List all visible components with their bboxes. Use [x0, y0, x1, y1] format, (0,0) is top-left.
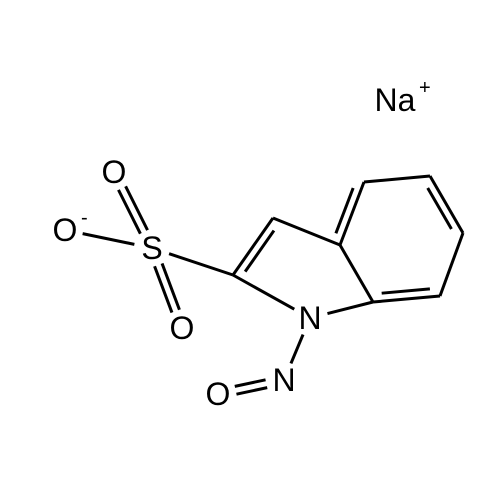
sodium-charge: +: [419, 77, 431, 99]
bond: [364, 176, 430, 182]
bond: [430, 176, 463, 233]
bond: [233, 218, 273, 275]
atom-n: N: [298, 300, 321, 336]
bond: [155, 266, 172, 312]
atom-n: N: [272, 362, 295, 398]
charge: -: [81, 207, 88, 229]
atom-o: O: [53, 212, 78, 248]
bond: [373, 296, 440, 302]
bond: [291, 335, 303, 364]
bond: [340, 245, 373, 302]
atom-o: O: [206, 376, 231, 412]
bond: [169, 254, 233, 275]
bond: [382, 289, 430, 293]
bond: [83, 234, 135, 245]
bond: [273, 218, 340, 245]
bond: [336, 188, 353, 233]
atom-o: O: [102, 154, 127, 190]
bond: [233, 275, 294, 309]
bond: [235, 380, 266, 387]
sodium-ion: Na: [375, 82, 416, 118]
bond: [327, 302, 373, 314]
molecule-diagram: NSOOO-NONa+: [0, 0, 500, 500]
atom-s: S: [141, 230, 162, 266]
bond: [162, 263, 179, 309]
bond: [440, 233, 463, 296]
bond: [236, 388, 267, 395]
atom-o: O: [170, 310, 195, 346]
